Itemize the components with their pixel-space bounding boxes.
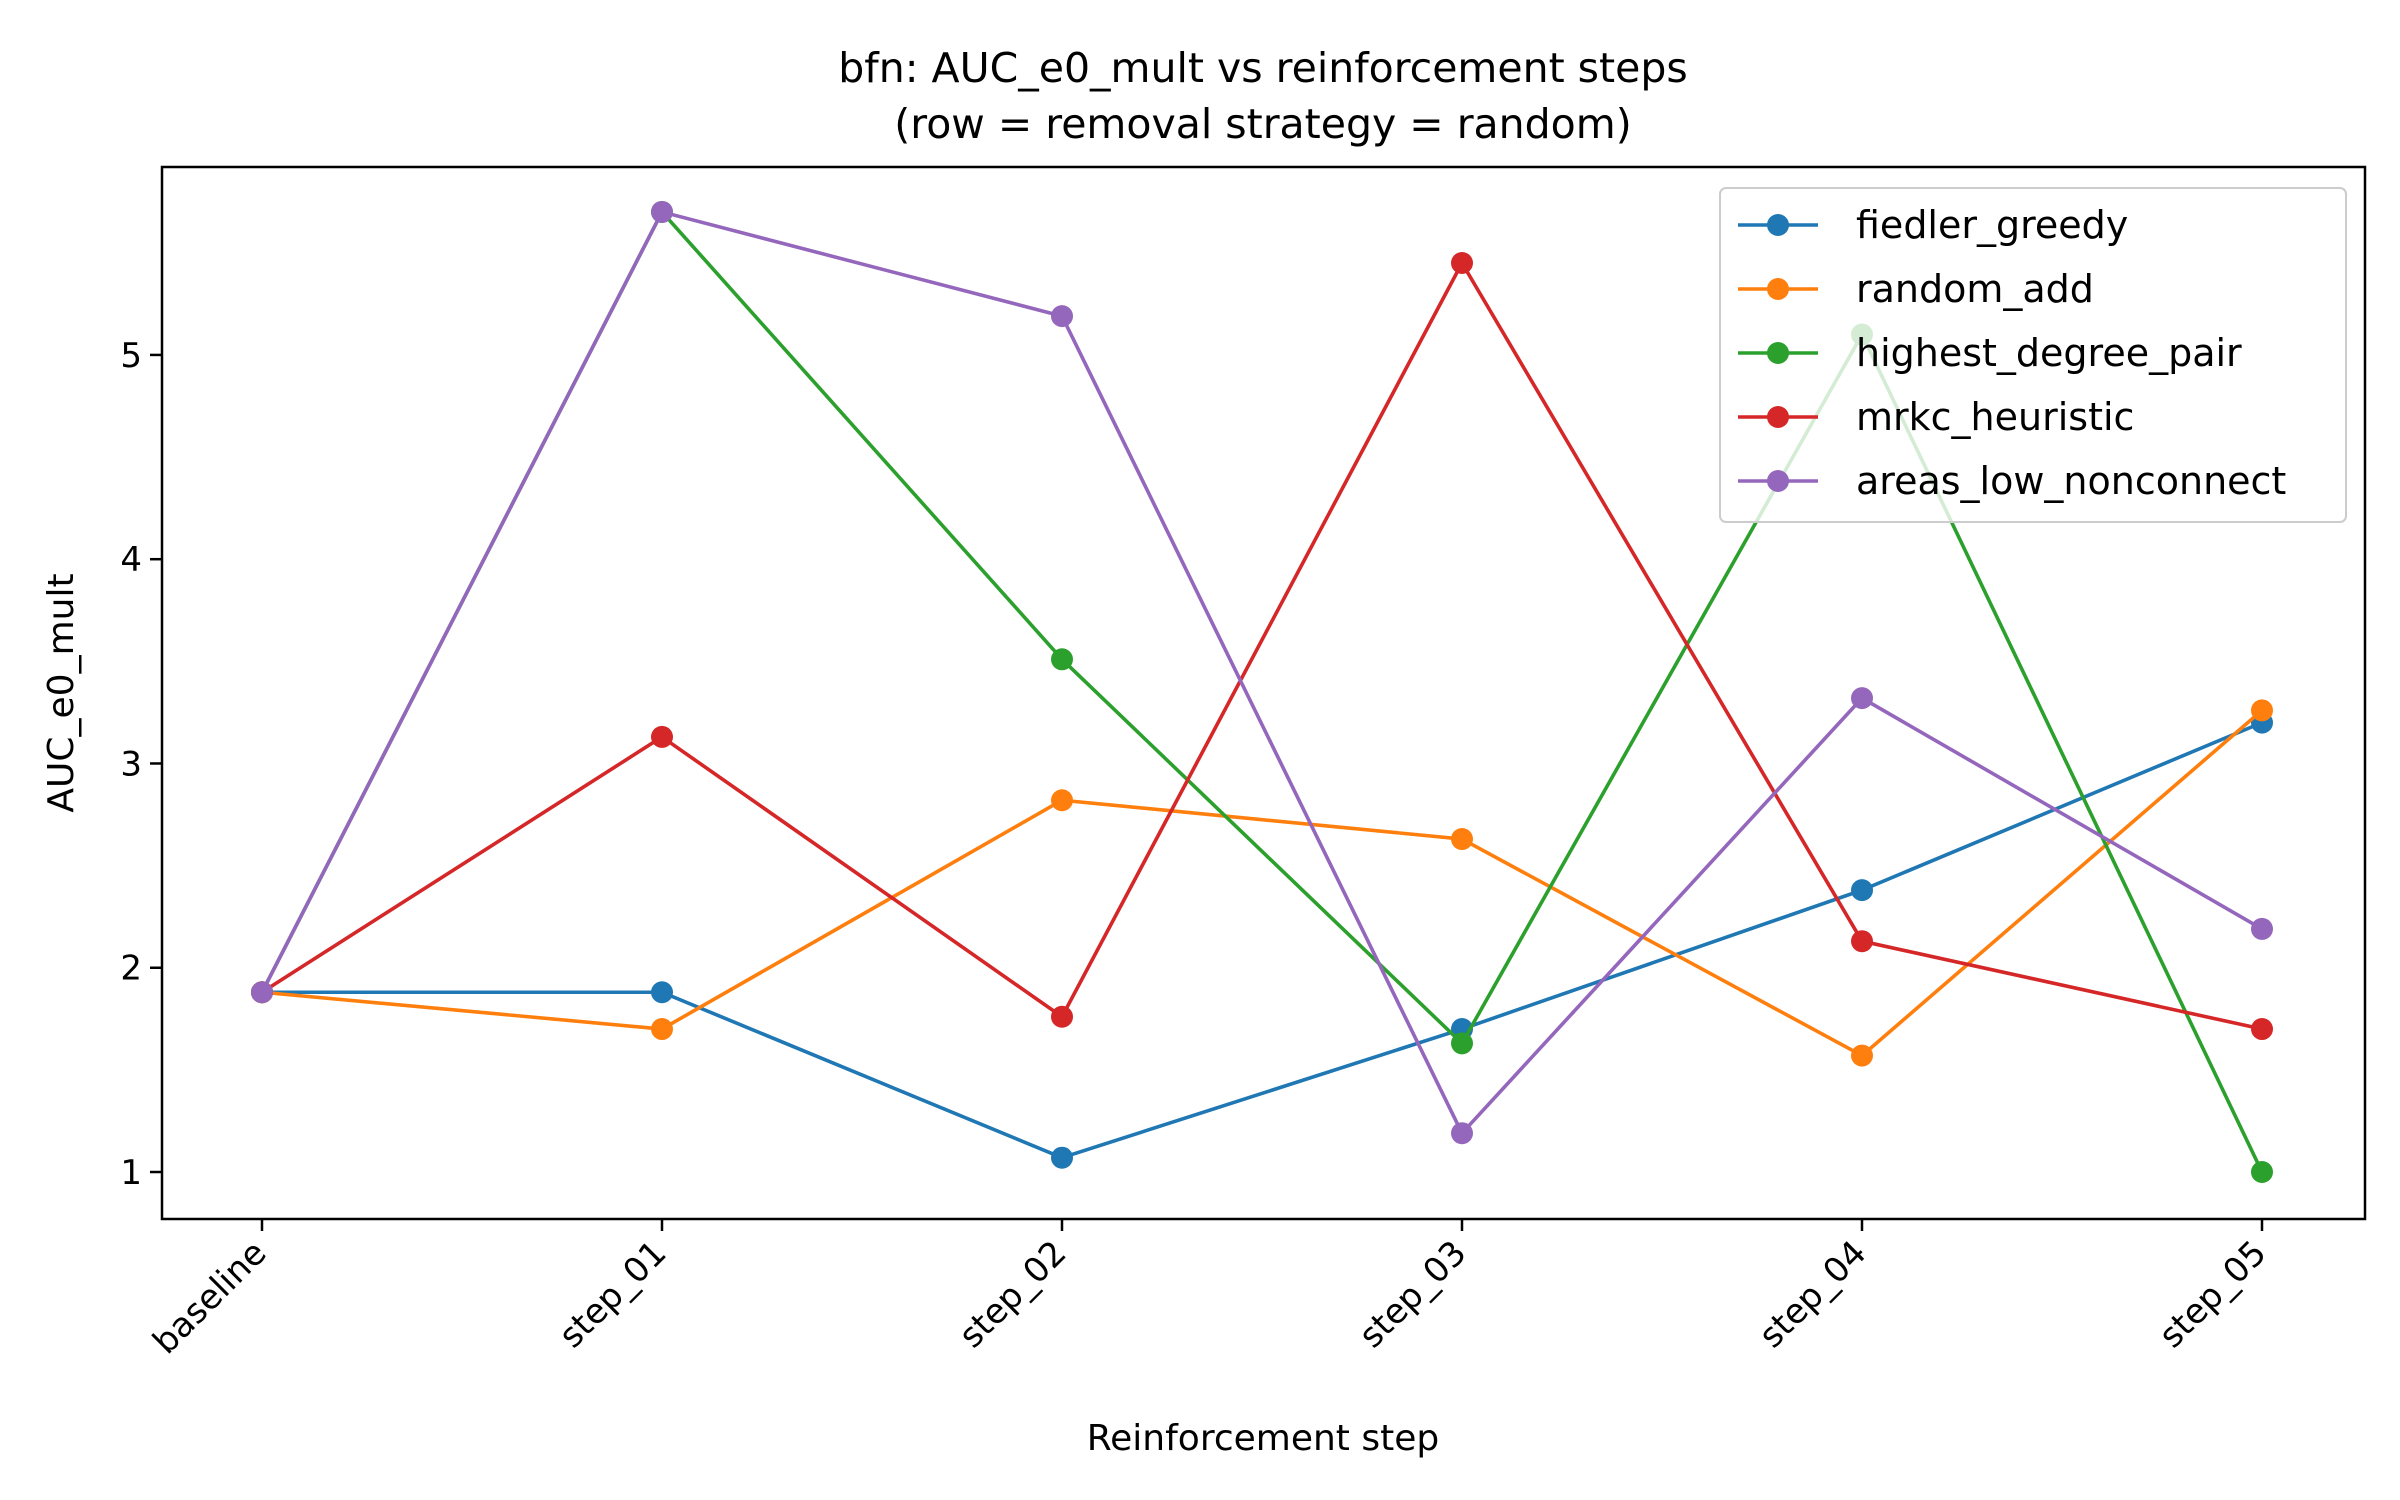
legend-box bbox=[1719, 187, 2347, 523]
legend-marker bbox=[1767, 278, 1789, 300]
data-point bbox=[1451, 828, 1473, 851]
legend-marker bbox=[1767, 342, 1789, 364]
data-point bbox=[1851, 1044, 1873, 1067]
y-tick-label: 1 bbox=[120, 1153, 142, 1193]
plot-area-frame bbox=[160, 165, 2367, 1221]
series-fiedler_greedy bbox=[251, 711, 2273, 1169]
legend-label: random_add bbox=[1856, 267, 2094, 311]
series-line bbox=[262, 720, 2263, 1160]
x-axis: baseline step_01 step_02 step_03 step_04 step… bbox=[145, 1219, 2274, 1362]
data-point bbox=[2251, 1018, 2273, 1041]
data-point bbox=[2251, 1161, 2273, 1184]
series-layer bbox=[251, 200, 2273, 1184]
data-point bbox=[1051, 305, 1073, 328]
x-tick-label: step_02 bbox=[951, 1233, 1074, 1356]
series-areas_low_nonconnect bbox=[251, 200, 2273, 1145]
legend-label: mrkc_heuristic bbox=[1856, 395, 2134, 439]
chart-title: bfn: AUC_e0_mult vs reinforcement steps bbox=[838, 44, 1687, 92]
legend: fiedler_greedy random_add highest_degree_p… bbox=[1719, 187, 2347, 523]
data-point bbox=[251, 981, 273, 1004]
data-point bbox=[1451, 252, 1473, 275]
data-point bbox=[1451, 1122, 1473, 1145]
y-axis: 1 2 3 4 5 bbox=[120, 336, 162, 1193]
data-point bbox=[1051, 789, 1073, 812]
y-tick-label: 4 bbox=[120, 540, 142, 580]
legend-marker bbox=[1767, 406, 1789, 428]
data-point bbox=[651, 1018, 673, 1041]
x-tick-label: step_01 bbox=[551, 1233, 674, 1356]
series-line bbox=[261, 261, 2263, 1031]
x-axis-label: Reinforcement step bbox=[1087, 1418, 1439, 1459]
data-point bbox=[1851, 687, 1873, 710]
y-tick-label: 5 bbox=[120, 336, 142, 376]
chart-subtitle: (row = removal strategy = random) bbox=[894, 100, 1631, 148]
data-point bbox=[1051, 1146, 1073, 1169]
data-point bbox=[1051, 648, 1073, 671]
x-tick-label: baseline bbox=[145, 1233, 274, 1362]
legend-label: highest_degree_pair bbox=[1856, 331, 2242, 375]
legend-marker bbox=[1767, 470, 1789, 492]
series-line bbox=[260, 210, 2263, 1136]
y-tick-label: 2 bbox=[120, 949, 142, 989]
data-point bbox=[651, 200, 673, 223]
y-axis-label: AUC_e0_mult bbox=[41, 573, 82, 812]
y-tick-label: 3 bbox=[120, 744, 142, 784]
x-tick-label: step_04 bbox=[1751, 1233, 1874, 1356]
legend-marker bbox=[1767, 214, 1789, 236]
data-point bbox=[2251, 699, 2273, 722]
series-line bbox=[261, 709, 2264, 1058]
data-point bbox=[1051, 1005, 1073, 1028]
data-point bbox=[1851, 930, 1873, 953]
data-point bbox=[2251, 917, 2273, 940]
data-point bbox=[1451, 1032, 1473, 1055]
series-random_add bbox=[251, 699, 2273, 1067]
data-point bbox=[651, 725, 673, 748]
data-point bbox=[651, 981, 673, 1004]
x-tick-label: step_05 bbox=[2151, 1233, 2274, 1356]
legend-label: fiedler_greedy bbox=[1856, 203, 2128, 247]
legend-label: areas_low_nonconnect bbox=[1856, 459, 2286, 503]
x-tick-label: step_03 bbox=[1351, 1233, 1474, 1356]
data-point bbox=[1851, 879, 1873, 902]
